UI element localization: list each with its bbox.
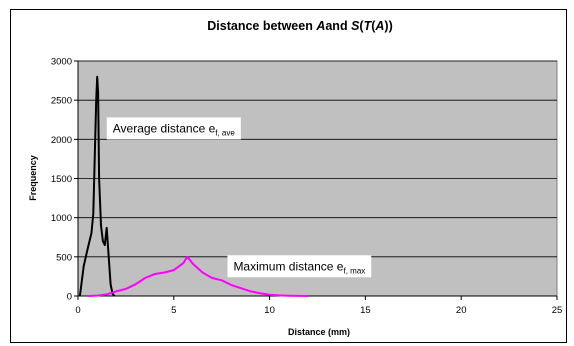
x-axis-title: Distance (mm) — [288, 327, 350, 337]
y-tick-label-4: 2000 — [51, 135, 72, 146]
x-tick-label-2: 10 — [264, 305, 275, 316]
series-annotation-box-1 — [227, 255, 372, 278]
series-annotation-subscript-0: f, ave — [215, 128, 235, 137]
annotation-layer: Average distance ef, ave Maximum distance… — [106, 117, 372, 278]
series-annotation-0: Average distance ef, ave — [113, 121, 236, 137]
x-tick-label-5: 25 — [552, 305, 563, 316]
y-axis-title: Frequency — [28, 155, 38, 201]
y-tick-label-6: 3000 — [51, 57, 72, 68]
x-tick-label-1: 5 — [171, 305, 176, 316]
series-annotation-text-1: Maximum distance e — [233, 259, 343, 273]
series-annotation-subscript-1: f, max — [343, 266, 365, 275]
x-tick-label-3: 15 — [360, 305, 371, 316]
series-annotation-text-0: Average distance e — [113, 121, 216, 135]
y-tick-label-1: 500 — [56, 252, 72, 263]
y-tick-label-2: 1000 — [51, 213, 72, 224]
series-layer — [78, 75, 309, 297]
y-tick-label-5: 2500 — [51, 96, 72, 107]
y-tick-label-0: 0 — [67, 292, 72, 303]
axes: 0 500 1000 1500 2000 2500 3000 0 5 10 15 20 25 — [51, 57, 562, 317]
series-line-0 — [78, 75, 116, 297]
series-annotation-1: Maximum distance ef, max — [233, 259, 365, 275]
gridlines — [78, 60, 557, 258]
series-line-1 — [87, 255, 308, 297]
chart-title: Distance between Aand S(T(A)) — [207, 19, 393, 33]
x-tick-label-0: 0 — [75, 305, 80, 316]
y-tick-label-3: 1500 — [51, 174, 72, 185]
x-tick-label-4: 20 — [456, 305, 467, 316]
series-annotation-box-0 — [106, 117, 241, 140]
